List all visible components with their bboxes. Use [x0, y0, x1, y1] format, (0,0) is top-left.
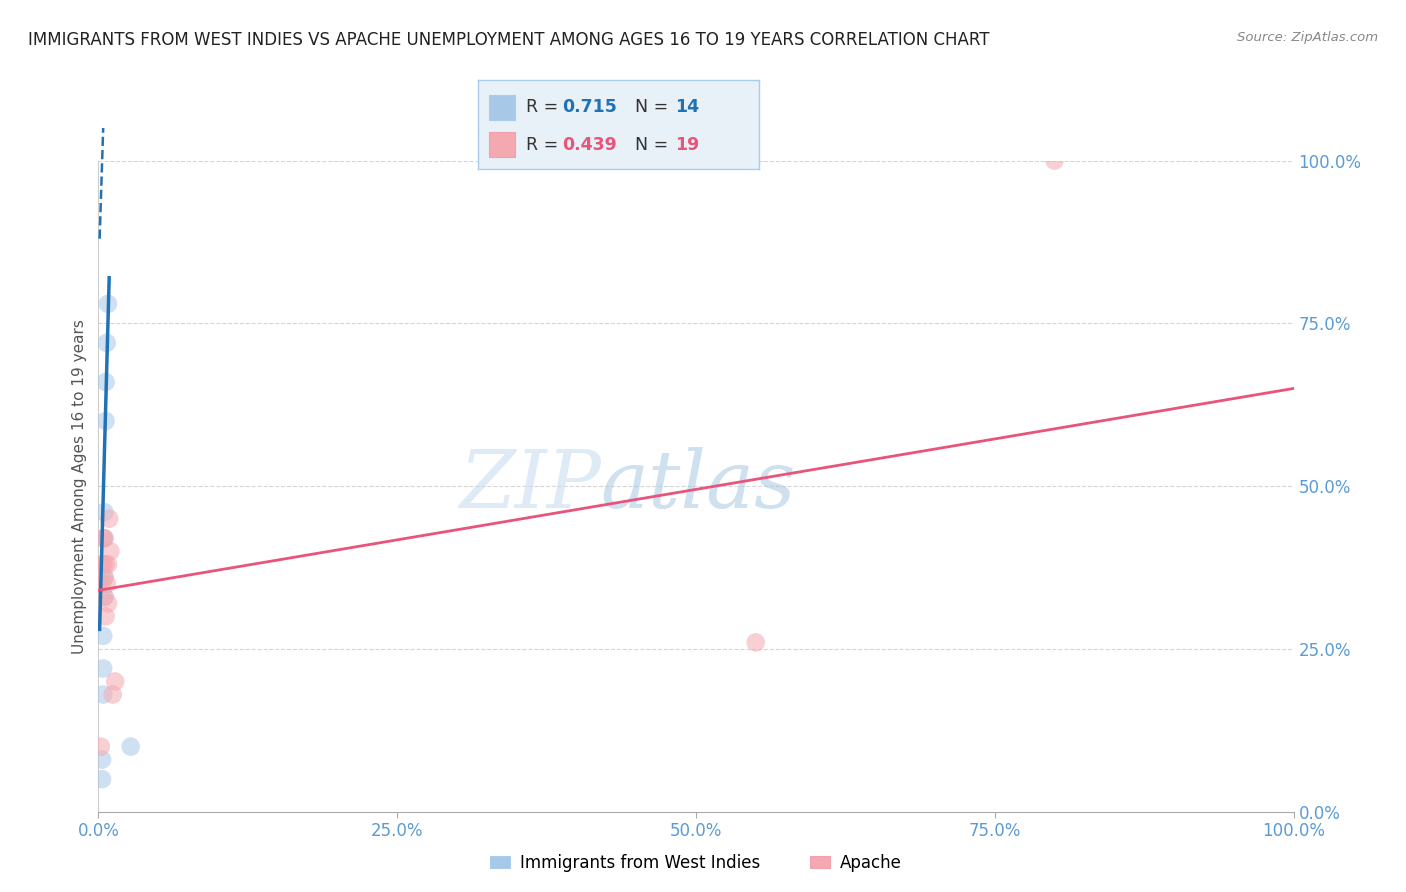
Point — [96, 335, 118, 350]
FancyBboxPatch shape — [489, 95, 515, 120]
Text: R =: R = — [526, 136, 564, 153]
Point — [91, 531, 114, 545]
Text: 0.715: 0.715 — [562, 98, 617, 116]
Y-axis label: Unemployment Among Ages 16 to 19 years: Unemployment Among Ages 16 to 19 years — [72, 318, 87, 654]
Point — [94, 609, 117, 624]
Point — [91, 558, 114, 572]
Point — [93, 590, 115, 604]
Point — [104, 674, 127, 689]
Legend: Immigrants from West Indies, Apache: Immigrants from West Indies, Apache — [484, 847, 908, 879]
Text: 14: 14 — [675, 98, 699, 116]
Text: N =: N = — [624, 136, 673, 153]
Point — [98, 544, 122, 558]
Point — [93, 531, 115, 545]
Point — [1043, 153, 1066, 168]
Point — [96, 577, 118, 591]
Point — [91, 629, 114, 643]
Point — [120, 739, 142, 754]
Text: 0.439: 0.439 — [562, 136, 617, 153]
Point — [91, 577, 114, 591]
Text: R =: R = — [526, 98, 564, 116]
Point — [93, 570, 115, 584]
Point — [94, 414, 117, 428]
Point — [91, 661, 114, 675]
Point — [91, 753, 114, 767]
Point — [94, 375, 117, 389]
Text: 19: 19 — [675, 136, 699, 153]
Point — [98, 511, 121, 525]
Point — [91, 558, 114, 572]
Text: Source: ZipAtlas.com: Source: ZipAtlas.com — [1237, 31, 1378, 45]
Point — [90, 739, 112, 754]
Point — [91, 688, 114, 702]
Point — [745, 635, 768, 649]
Point — [101, 688, 124, 702]
Point — [91, 772, 114, 787]
FancyBboxPatch shape — [489, 132, 515, 157]
Text: ZIP: ZIP — [458, 448, 600, 524]
Point — [97, 596, 120, 610]
Point — [93, 570, 115, 584]
Point — [94, 558, 117, 572]
Text: atlas: atlas — [600, 448, 796, 524]
Text: IMMIGRANTS FROM WEST INDIES VS APACHE UNEMPLOYMENT AMONG AGES 16 TO 19 YEARS COR: IMMIGRANTS FROM WEST INDIES VS APACHE UN… — [28, 31, 990, 49]
Point — [93, 531, 115, 545]
Point — [93, 590, 115, 604]
Point — [97, 297, 120, 311]
Point — [97, 558, 120, 572]
Text: N =: N = — [624, 98, 673, 116]
Point — [93, 505, 115, 519]
